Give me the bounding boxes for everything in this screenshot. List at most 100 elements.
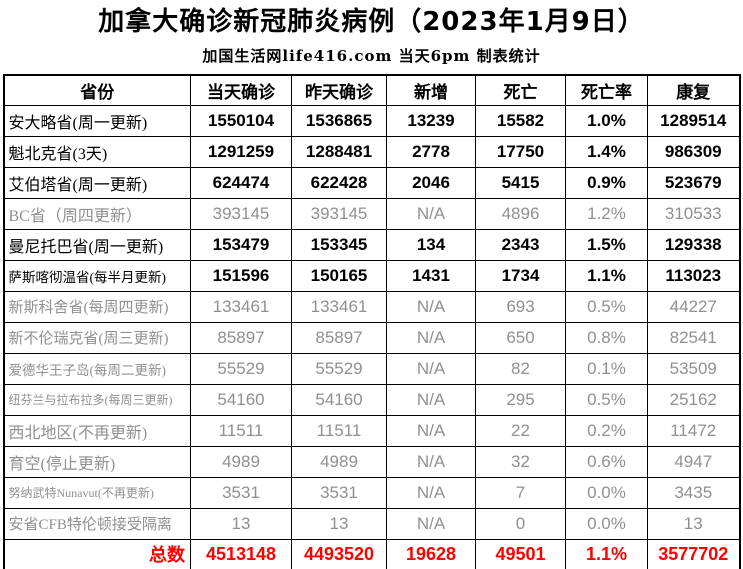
table-row: 曼尼托巴省(周一更新) 153479 153345 134 2343 1.5% 129338: [3, 228, 740, 261]
table-row: BC省（周四更新） 393145 393145 N/A 4896 1.2% 310533: [3, 197, 740, 230]
province-cell: 新不伦瑞克省(周三更新): [3, 321, 191, 354]
table-row: 育空(停止更新) 4989 4989 N/A 32 0.6% 4947: [3, 445, 740, 478]
new-cases-cell: 2778: [386, 135, 476, 168]
death-rate-cell: 0.0%: [565, 476, 648, 509]
recovered-cell: 11472: [647, 414, 740, 447]
new-cases-cell: N/A: [386, 476, 476, 509]
recovered-cell: 82541: [647, 321, 740, 354]
today-confirmed-cell: 153479: [190, 228, 292, 261]
today-confirmed-cell: 3531: [190, 476, 292, 509]
yesterday-confirmed-cell: 4989: [291, 445, 387, 478]
new-cases-cell: N/A: [386, 197, 476, 230]
deaths-cell: 5415: [475, 166, 566, 199]
table-row: 魁北克省(3天) 1291259 1288481 2778 17750 1.4% 98630…: [3, 135, 740, 168]
covid-stats-table: 省份 当天确诊 昨天确诊 新增 死亡 死亡率 康复 安大略省(周一更新) 1550104 153…: [2, 74, 741, 569]
today-confirmed-cell: 54160: [190, 383, 292, 416]
death-rate-cell: 0.2%: [565, 414, 648, 447]
recovered-cell: 3577702: [647, 538, 740, 569]
yesterday-confirmed-cell: 13: [291, 507, 387, 540]
recovered-cell: 986309: [647, 135, 740, 168]
yesterday-confirmed-cell: 1288481: [291, 135, 387, 168]
table-row: 努纳武特Nunavut(不再更新) 3531 3531 N/A 7 0.0% 3435: [3, 476, 740, 509]
table-row: 西北地区(不再更新) 11511 11511 N/A 22 0.2% 11472: [3, 414, 740, 447]
deaths-cell: 650: [475, 321, 566, 354]
deaths-cell: 82: [475, 352, 566, 385]
table-row: 萨斯喀彻温省(每半月更新) 151596 150165 1431 1734 1.1% 113…: [3, 259, 740, 292]
column-header-death_rate: 死亡率: [565, 74, 648, 106]
province-cell: BC省（周四更新）: [3, 197, 191, 230]
today-confirmed-cell: 13: [190, 507, 292, 540]
death-rate-cell: 0.8%: [565, 321, 648, 354]
column-header-deaths: 死亡: [475, 74, 566, 106]
yesterday-confirmed-cell: 3531: [291, 476, 387, 509]
table-row: 安省CFB特伦顿接受隔离 13 13 N/A 0 0.0% 13: [3, 507, 740, 540]
table-row: 安大略省(周一更新) 1550104 1536865 13239 15582 1.0% 12…: [3, 104, 740, 137]
new-cases-cell: 19628: [386, 538, 476, 569]
new-cases-cell: N/A: [386, 321, 476, 354]
new-cases-cell: 1431: [386, 259, 476, 292]
province-cell: 安大略省(周一更新): [3, 104, 191, 137]
today-confirmed-cell: 4513148: [190, 538, 292, 569]
recovered-cell: 25162: [647, 383, 740, 416]
table-row: 新斯科舍省(每周四更新) 133461 133461 N/A 693 0.5% 44227: [3, 290, 740, 323]
table-header-row: 省份 当天确诊 昨天确诊 新增 死亡 死亡率 康复: [3, 74, 740, 106]
today-confirmed-cell: 4989: [190, 445, 292, 478]
deaths-cell: 693: [475, 290, 566, 323]
recovered-cell: 13: [647, 507, 740, 540]
deaths-cell: 22: [475, 414, 566, 447]
column-header-today: 当天确诊: [190, 74, 292, 106]
today-confirmed-cell: 85897: [190, 321, 292, 354]
province-cell: 总数: [3, 538, 191, 569]
column-header-province: 省份: [3, 74, 191, 106]
today-confirmed-cell: 624474: [190, 166, 292, 199]
today-confirmed-cell: 133461: [190, 290, 292, 323]
new-cases-cell: 13239: [386, 104, 476, 137]
recovered-cell: 129338: [647, 228, 740, 261]
yesterday-confirmed-cell: 393145: [291, 197, 387, 230]
new-cases-cell: N/A: [386, 507, 476, 540]
death-rate-cell: 1.5%: [565, 228, 648, 261]
deaths-cell: 2343: [475, 228, 566, 261]
deaths-cell: 7: [475, 476, 566, 509]
death-rate-cell: 1.2%: [565, 197, 648, 230]
yesterday-confirmed-cell: 4493520: [291, 538, 387, 569]
province-cell: 西北地区(不再更新): [3, 414, 191, 447]
recovered-cell: 4947: [647, 445, 740, 478]
yesterday-confirmed-cell: 133461: [291, 290, 387, 323]
province-cell: 曼尼托巴省(周一更新): [3, 228, 191, 261]
total-row: 总数 4513148 4493520 19628 49501 1.1% 3577702: [3, 538, 740, 569]
recovered-cell: 3435: [647, 476, 740, 509]
table-body: 安大略省(周一更新) 1550104 1536865 13239 15582 1.0% 12…: [3, 104, 740, 569]
deaths-cell: 15582: [475, 104, 566, 137]
yesterday-confirmed-cell: 153345: [291, 228, 387, 261]
deaths-cell: 4896: [475, 197, 566, 230]
new-cases-cell: N/A: [386, 414, 476, 447]
yesterday-confirmed-cell: 54160: [291, 383, 387, 416]
yesterday-confirmed-cell: 1536865: [291, 104, 387, 137]
deaths-cell: 295: [475, 383, 566, 416]
page-subtitle: 加国生活网life416.com 当天6pm 制表统计: [202, 47, 541, 66]
yesterday-confirmed-cell: 55529: [291, 352, 387, 385]
today-confirmed-cell: 393145: [190, 197, 292, 230]
death-rate-cell: 0.1%: [565, 352, 648, 385]
recovered-cell: 53509: [647, 352, 740, 385]
column-header-new_cases: 新增: [386, 74, 476, 106]
deaths-cell: 17750: [475, 135, 566, 168]
death-rate-cell: 1.0%: [565, 104, 648, 137]
province-cell: 安省CFB特伦顿接受隔离: [3, 507, 191, 540]
new-cases-cell: N/A: [386, 352, 476, 385]
death-rate-cell: 1.4%: [565, 135, 648, 168]
deaths-cell: 1734: [475, 259, 566, 292]
province-cell: 努纳武特Nunavut(不再更新): [3, 476, 191, 509]
new-cases-cell: 134: [386, 228, 476, 261]
province-cell: 爱德华王子岛(每周二更新): [3, 352, 191, 385]
death-rate-cell: 0.6%: [565, 445, 648, 478]
table-row: 爱德华王子岛(每周二更新) 55529 55529 N/A 82 0.1% 53509: [3, 352, 740, 385]
column-header-recovered: 康复: [647, 74, 740, 106]
death-rate-cell: 0.5%: [565, 290, 648, 323]
yesterday-confirmed-cell: 150165: [291, 259, 387, 292]
province-cell: 新斯科舍省(每周四更新): [3, 290, 191, 323]
yesterday-confirmed-cell: 85897: [291, 321, 387, 354]
column-header-yesterday: 昨天确诊: [291, 74, 387, 106]
